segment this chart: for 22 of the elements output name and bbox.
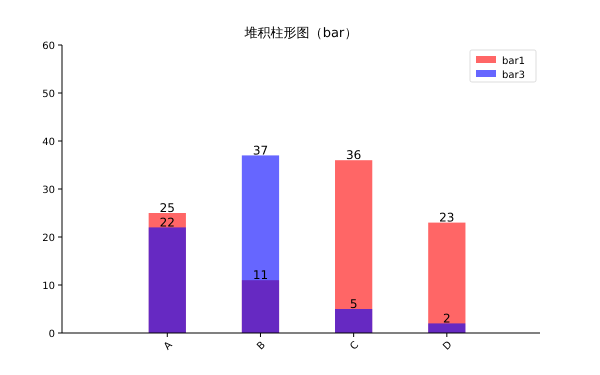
legend-label: bar3: [502, 70, 525, 81]
x-tick-label: B: [255, 340, 268, 352]
y-tick-label: 60: [42, 41, 55, 52]
legend-label: bar1: [502, 56, 525, 67]
data-label: 37: [252, 143, 268, 158]
data-label: 36: [346, 148, 362, 162]
data-label: 2: [443, 311, 451, 326]
chart-title: 堆积柱形图（bar）: [244, 26, 358, 41]
y-tick-label: 20: [42, 233, 55, 244]
data-label: 5: [350, 297, 358, 311]
x-tick-label: C: [348, 340, 362, 352]
y-tick-label: 0: [48, 329, 55, 340]
x-tick-label: D: [441, 339, 455, 353]
y-tick-label: 30: [42, 185, 55, 196]
y-tick-label: 50: [42, 89, 55, 100]
x-tick-label: A: [162, 340, 175, 352]
y-tick-label: 10: [42, 281, 55, 292]
data-label: 25: [160, 201, 175, 215]
data-label: 23: [439, 210, 454, 225]
data-label: 22: [160, 215, 175, 230]
y-tick-label: 40: [42, 137, 55, 148]
data-label: 11: [252, 268, 268, 282]
